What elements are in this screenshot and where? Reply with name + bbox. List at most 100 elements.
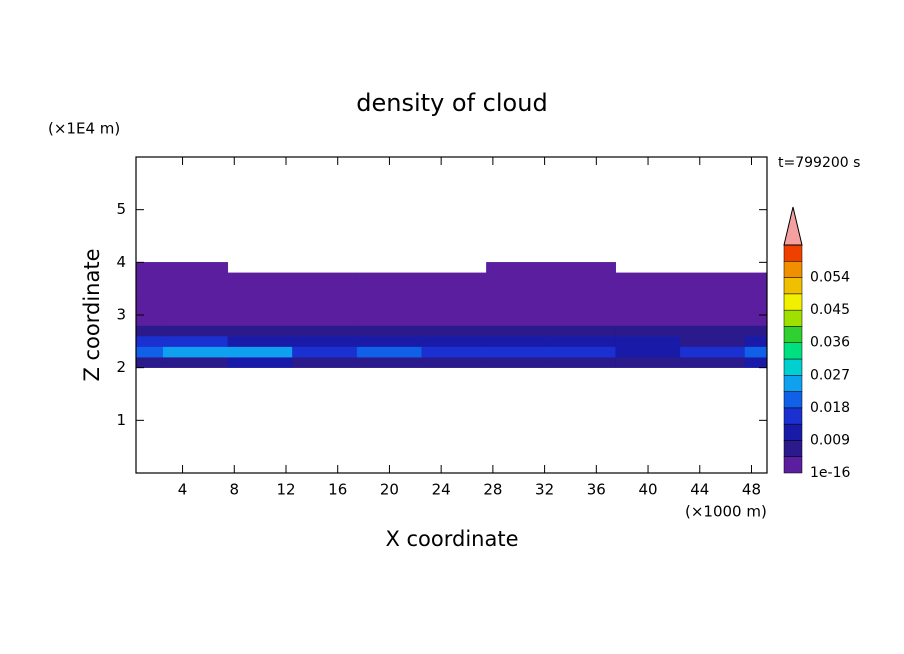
contour-cell	[227, 272, 293, 284]
contour-cell	[421, 346, 487, 358]
contour-cell	[680, 304, 746, 316]
colorbar-tick-label: 0.018	[810, 400, 850, 416]
x-tick-label: 4	[178, 481, 188, 499]
contour-cell	[135, 262, 164, 274]
contour-cell	[744, 314, 768, 326]
x-tick-label: 28	[483, 481, 502, 499]
contour-cell	[615, 314, 681, 326]
contour-cell	[744, 283, 768, 295]
contour-cell	[550, 314, 616, 326]
contour-cell	[162, 356, 229, 368]
contour-cell	[680, 325, 746, 337]
contour-cell	[135, 346, 164, 358]
x-tick-label: 44	[690, 481, 709, 499]
contour-cell	[421, 304, 487, 316]
contour-cell	[227, 283, 293, 295]
colorbar-tick-label: 0.009	[810, 432, 850, 448]
contour-cell	[486, 346, 552, 358]
contour-cell	[744, 325, 768, 337]
contour-cell	[227, 304, 293, 316]
contour-cell	[615, 325, 681, 337]
contour-cell	[744, 346, 768, 358]
contour-cell	[680, 283, 746, 295]
contour-cell	[292, 272, 358, 284]
contour-cell	[550, 283, 616, 295]
y-axis-label: Z coordinate	[80, 248, 104, 381]
contour-cell	[292, 325, 358, 337]
x-tick-label: 16	[328, 481, 347, 499]
contour-cell	[615, 283, 681, 295]
contour-cell	[135, 283, 164, 295]
colorbar-bin	[783, 358, 803, 376]
contour-cell	[486, 325, 552, 337]
contour-cell	[550, 325, 616, 337]
x-tick-label: 8	[229, 481, 239, 499]
contour-cell	[227, 293, 293, 305]
contour-cell	[227, 325, 293, 337]
contour-cell	[615, 346, 681, 358]
contour-cell	[486, 314, 552, 326]
colorbar-bin	[783, 326, 803, 343]
contour-cell	[292, 293, 358, 305]
x-tick-label: 12	[276, 481, 295, 499]
contour-cell	[162, 272, 229, 284]
contour-cell	[421, 272, 487, 284]
contour-cell	[162, 335, 229, 347]
contour-cell	[292, 335, 358, 347]
contour-cell	[421, 335, 487, 347]
time-label: t=799200 s	[778, 155, 860, 171]
contour-cell	[550, 346, 616, 358]
contour-cell	[356, 346, 423, 358]
contour-cell	[135, 356, 164, 368]
contour-cell	[680, 314, 746, 326]
contour-cell	[135, 314, 164, 326]
contour-cell	[356, 335, 423, 347]
contour-cell	[421, 314, 487, 326]
contour-cell	[421, 356, 487, 368]
contour-cell	[162, 314, 229, 326]
contour-cell	[550, 335, 616, 347]
x-tick-label: 48	[742, 481, 761, 499]
contour-cell	[744, 356, 768, 368]
contour-cell	[292, 304, 358, 316]
contour-cell	[744, 335, 768, 347]
contour-cell	[486, 283, 552, 295]
y-tick-label: 5	[116, 200, 126, 218]
contour-cell	[680, 335, 746, 347]
contour-cell	[227, 335, 293, 347]
y-tick-label: 2	[116, 358, 126, 376]
colorbar-bin	[783, 244, 803, 262]
contour-cell	[292, 356, 358, 368]
x-unit: (×1000 m)	[685, 503, 767, 521]
contour-cell	[162, 346, 229, 358]
colorbar-bin	[783, 261, 803, 278]
contour-cell	[356, 283, 423, 295]
y-tick-label: 1	[116, 411, 126, 429]
contour-cell	[356, 325, 423, 337]
contour-cell	[421, 325, 487, 337]
colorbar-bin	[783, 342, 803, 360]
contour-cell	[135, 325, 164, 337]
contour-cell	[744, 304, 768, 316]
contour-cell	[292, 346, 358, 358]
colorbar-bin	[783, 293, 803, 311]
contour-cell	[135, 335, 164, 347]
contour-cell	[135, 304, 164, 316]
y-tick-label: 4	[116, 253, 126, 271]
x-axis-label: X coordinate	[385, 527, 518, 551]
contour-cell	[680, 356, 746, 368]
colorbar-tick-label: 0.027	[810, 367, 850, 383]
contour-cell	[486, 262, 552, 274]
contour-cell	[550, 272, 616, 284]
colorbar-tick-label: 0.045	[810, 302, 850, 318]
y-unit: (×1E4 m)	[48, 120, 120, 138]
colorbar-bin	[783, 277, 803, 295]
contour-cell	[356, 356, 423, 368]
contour-cell	[135, 272, 164, 284]
contour-cell	[615, 293, 681, 305]
colorbar-bin	[783, 391, 803, 409]
colorbar-tick-label: 1e-16	[810, 465, 850, 481]
colorbar-bin	[783, 407, 803, 425]
colorbar-bin	[783, 456, 803, 474]
